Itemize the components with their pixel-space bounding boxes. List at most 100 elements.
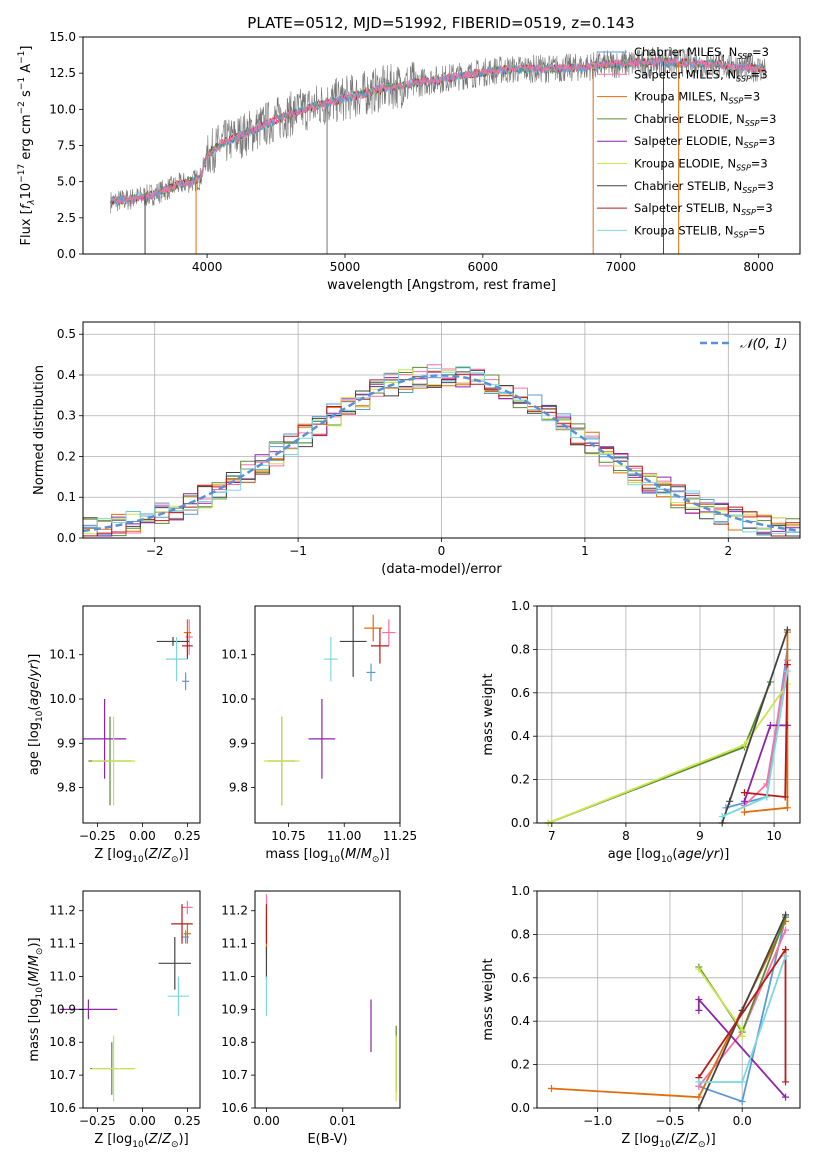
y-tick-label: 10.0 [221,692,248,706]
residuals-ylabel: Normed distribution [32,365,47,495]
y-tick-label: 0.4 [511,1014,530,1028]
mass-age-panel: 10.75 11.00 11.25 9.8 9.9 10.0 10.1 mass [log1… [221,605,417,865]
weight-point [547,1084,555,1092]
x-tick-label: 2 [724,544,732,558]
y-tick-label: 10.1 [221,648,248,662]
y-tick-label: 0.0 [511,816,530,830]
x-tick-label: 10.75 [271,829,305,843]
x-tick-label: 0.00 [129,1114,156,1128]
y-tick-label: 0.8 [511,642,530,656]
spectrum-lines [110,47,766,254]
x-tick-label: 6000 [468,260,499,274]
x-tick-label: −0.25 [79,829,116,843]
y-tick-label: 0.0 [57,247,76,261]
y-tick-label: 9.9 [229,736,248,750]
weight-point [740,797,748,805]
weight-point [782,1078,790,1086]
legend-sub: SSP [737,52,752,61]
weight-point [695,1078,703,1086]
z-weight-xlabel: Z [log10(Z/Z⊙)] [621,1132,715,1150]
z-weight-ylabel: mass weight [481,958,496,1040]
z-mass-ylabel: mass [log10(M/M⊙)] [27,937,45,1061]
age-weight-xlabel: age [log10(age/yr)] [608,847,730,865]
legend-label: 𝒩(0, 1) [740,337,787,352]
weight-point [695,1006,703,1014]
y-tick-label: 7.5 [57,139,76,153]
model-spectrum-1 [110,55,766,205]
x-tick-label: −2 [146,544,164,558]
x-tick-label: −1 [289,544,307,558]
y-tick-label: 0.2 [57,449,76,463]
x-tick-label: 4000 [192,260,223,274]
weight-point [782,1093,790,1101]
y-tick-label: 10.9 [49,1002,76,1016]
legend-count: =3 [758,134,775,148]
y-tick-label: 1.0 [511,599,530,613]
y-tick-label: 9.9 [57,736,76,750]
spectrum-xlabel: wavelength [Angstrom, rest frame] [327,278,556,293]
weight-point [695,996,703,1003]
y-tick-label: 10.7 [221,1068,248,1082]
y-tick-label: 15.0 [49,30,76,44]
y-tick-label: 9.8 [57,781,76,795]
x-tick-label: 0.01 [329,1114,356,1128]
weight-point [781,793,789,801]
x-tick-label: 0.00 [129,829,156,843]
weight-point [782,952,790,960]
legend-count: =3 [751,157,768,171]
y-tick-label: 2.5 [57,211,76,225]
legend-count: =3 [752,45,769,59]
legend-label: Kroupa STELIB, NSSP=5 [634,223,765,239]
histogram-series-8 [83,366,800,534]
legend-sub: SSP [734,230,749,239]
x-tick-label: 0.00 [253,1114,280,1128]
legend-count: =3 [756,201,773,215]
z-age-panel: −0.25 0.00 0.25 9.8 9.9 10.0 10.1 Z [log10(Z/Z… [27,605,201,865]
weight-point [783,626,791,634]
legend-sub: SSP [745,119,760,128]
weight-point [738,1026,746,1034]
legend-label: Salpeter MILES, NSSP=3 [634,67,768,83]
y-tick-label: 11.1 [221,937,248,951]
x-tick-label: 1 [581,544,589,558]
x-tick-label: −1.0 [583,1114,612,1128]
y-tick-label: 0.1 [57,490,76,504]
y-tick-label: 10.1 [49,648,76,662]
y-tick-label: 0.4 [57,368,76,382]
z-mass-xlabel: Z [log10(Z/Z⊙)] [94,1132,188,1150]
x-tick-label: 0.0 [733,1114,752,1128]
y-tick-label: 10.0 [49,692,76,706]
weight-point [695,965,703,973]
weight-point [783,804,791,812]
age-weight-panel: 7 8 9 10 0.0 0.2 0.4 0.6 0.8 1.0 age [log10(age/y… [481,599,801,865]
legend-sub: SSP [744,141,759,150]
x-tick-label: −0.5 [655,1114,684,1128]
weight-point [783,661,791,669]
y-tick-label: 11.0 [49,969,76,983]
legend-count: =5 [748,223,765,237]
y-tick-label: 10.6 [221,1101,248,1115]
legend-count: =3 [757,179,774,193]
x-tick-label: 0.25 [174,1114,201,1128]
weight-point [782,911,790,919]
spectrum-panel: Chabrier MILES, NSSP=3 Salpeter MILES, NS… [17,30,801,293]
legend-label: Kroupa ELODIE, NSSP=3 [634,157,768,173]
legend-count: =3 [751,67,768,81]
y-tick-label: 0.2 [511,1058,530,1072]
z-weight-panel: −1.0 −0.5 0.0 0.0 0.2 0.4 0.6 0.8 1.0 Z [log10(Z… [481,884,801,1150]
weight-point [695,1093,703,1101]
weight-point [763,793,771,801]
x-tick-label: 7 [548,829,556,843]
y-tick-label: 10.7 [49,1068,76,1082]
legend-label: Salpeter ELODIE, NSSP=3 [634,134,775,150]
z-age-ylabel: age [log10(age/yr)] [27,654,45,776]
legend-label: Chabrier MILES, NSSP=3 [634,45,769,61]
legend-sub: SSP [729,97,744,106]
normal-curve [82,374,801,533]
x-tick-label: 7000 [605,260,636,274]
weight-point [782,926,790,934]
y-tick-label: 11.0 [221,969,248,983]
y-tick-label: 10.8 [221,1035,248,1049]
y-tick-label: 5.0 [57,175,76,189]
